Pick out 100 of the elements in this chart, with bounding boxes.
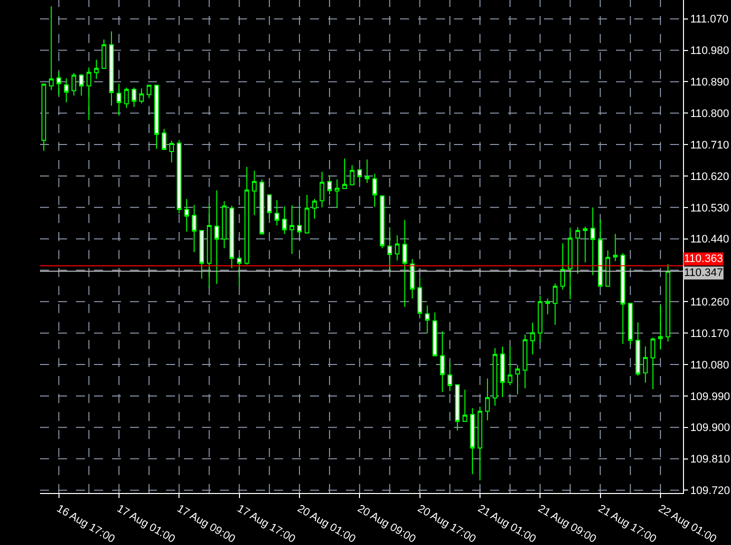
- candlestick: [184, 198, 189, 232]
- candlestick: [552, 283, 558, 326]
- y-tick-label: 110.620: [690, 170, 730, 183]
- candlestick: [162, 128, 166, 150]
- candlestick: [394, 234, 400, 261]
- candlestick: [538, 295, 542, 344]
- x-tick-label: 21 Aug 09:00: [536, 502, 598, 545]
- candlestick: [357, 169, 362, 183]
- x-tick-label: 20 Aug 01:00: [295, 502, 358, 545]
- candlestick: [522, 334, 528, 389]
- candlestick: [515, 364, 520, 395]
- candlestick: [154, 84, 159, 150]
- candlestick: [176, 140, 182, 214]
- candlestick: [560, 242, 566, 290]
- candlestick: [478, 406, 482, 481]
- candlestick: [56, 71, 62, 96]
- candlestick: [658, 304, 663, 350]
- candlestick: [620, 252, 626, 344]
- candlestick: [116, 83, 122, 116]
- candlestick: [72, 72, 76, 96]
- candlestick: [146, 84, 152, 99]
- y-tick-label: 110.530: [690, 202, 730, 214]
- candlestick: [192, 204, 197, 253]
- x-tick-label: 17 Aug 17:00: [235, 502, 298, 545]
- candlestick: [327, 174, 332, 195]
- y-tick-label: 109.810: [690, 454, 730, 466]
- candlestick: [350, 164, 354, 186]
- candlestick: [252, 170, 257, 216]
- candlestick: [124, 87, 129, 108]
- candlestick: [304, 194, 310, 234]
- candlestick: [590, 206, 596, 276]
- x-tick-label: 17 Aug 09:00: [174, 502, 238, 545]
- y-tick-label: 110.980: [690, 45, 730, 58]
- x-tick-label: 21 Aug 01:00: [476, 502, 538, 545]
- candlestick: [636, 322, 640, 376]
- y-tick-label: 110.260: [690, 296, 730, 309]
- ref-line-label: 110.347: [684, 267, 723, 279]
- candlestick: [199, 230, 204, 280]
- candlestick: [244, 166, 250, 266]
- candlestick: [48, 6, 54, 91]
- y-tick-label: 110.710: [690, 139, 730, 152]
- candlestick: [628, 302, 633, 346]
- y-tick-label: 110.800: [690, 108, 730, 120]
- candlestick: [508, 346, 512, 386]
- candlestick: [643, 346, 648, 384]
- candlestick: [666, 264, 670, 342]
- candlestick: [169, 140, 174, 163]
- candlestick: [417, 276, 422, 319]
- candlestick: [424, 305, 430, 334]
- y-tick-label: 111.070: [690, 14, 728, 26]
- candlestick: [139, 88, 144, 104]
- candlestick: [94, 59, 99, 80]
- candlestick: [364, 159, 370, 184]
- candlestick: [455, 384, 460, 431]
- candlestick: [387, 226, 392, 272]
- candlestick: [132, 87, 136, 108]
- y-tick-label: 110.170: [690, 328, 730, 340]
- candlestick: [320, 171, 324, 208]
- candlestick: [79, 74, 84, 96]
- candlestick: [650, 337, 656, 390]
- candlestick: [64, 78, 69, 103]
- candlestick: [582, 226, 588, 263]
- candlestick: [568, 227, 573, 300]
- candlestick: [222, 200, 227, 249]
- y-tick-label: 109.900: [690, 422, 730, 434]
- candlestick: [312, 198, 317, 220]
- candlestick: [214, 190, 220, 284]
- candlestick: [297, 204, 302, 237]
- x-tick-label: 21 Aug 17:00: [596, 502, 658, 545]
- candlestick: [598, 219, 603, 287]
- candlestick: [102, 38, 106, 69]
- x-tick-label: 20 Aug 17:00: [416, 502, 478, 545]
- x-tick-label: 22 Aug 01:00: [656, 502, 718, 545]
- candlestick: [334, 178, 340, 209]
- candlestick: [267, 194, 272, 220]
- y-tick-label: 110.080: [690, 359, 730, 372]
- candlestick: [260, 178, 264, 234]
- candlestick: [432, 312, 438, 356]
- candlestick: [575, 226, 580, 274]
- candlestick: [372, 173, 377, 208]
- candlestick: [380, 195, 385, 249]
- candlestick: [236, 255, 242, 287]
- x-tick-label: 20 Aug 09:00: [355, 502, 418, 545]
- candlestick: [440, 330, 445, 393]
- y-tick-label: 109.990: [690, 390, 730, 403]
- candlestick: [470, 408, 475, 475]
- candlestick: [206, 203, 212, 288]
- candlestick: [274, 200, 280, 226]
- candlestick: [86, 66, 92, 121]
- candlestick: [545, 298, 550, 315]
- candlestick: [342, 158, 347, 190]
- candlestick: [500, 346, 505, 398]
- y-tick-label: 110.440: [690, 234, 730, 246]
- candlestick: [605, 250, 610, 287]
- candlestick: [402, 219, 408, 308]
- candlestick: [229, 205, 234, 269]
- ref-line-label: 110.363: [684, 253, 723, 265]
- candlestick: [109, 30, 114, 106]
- y-tick-label: 109.720: [690, 485, 730, 498]
- candlestick: [282, 206, 287, 234]
